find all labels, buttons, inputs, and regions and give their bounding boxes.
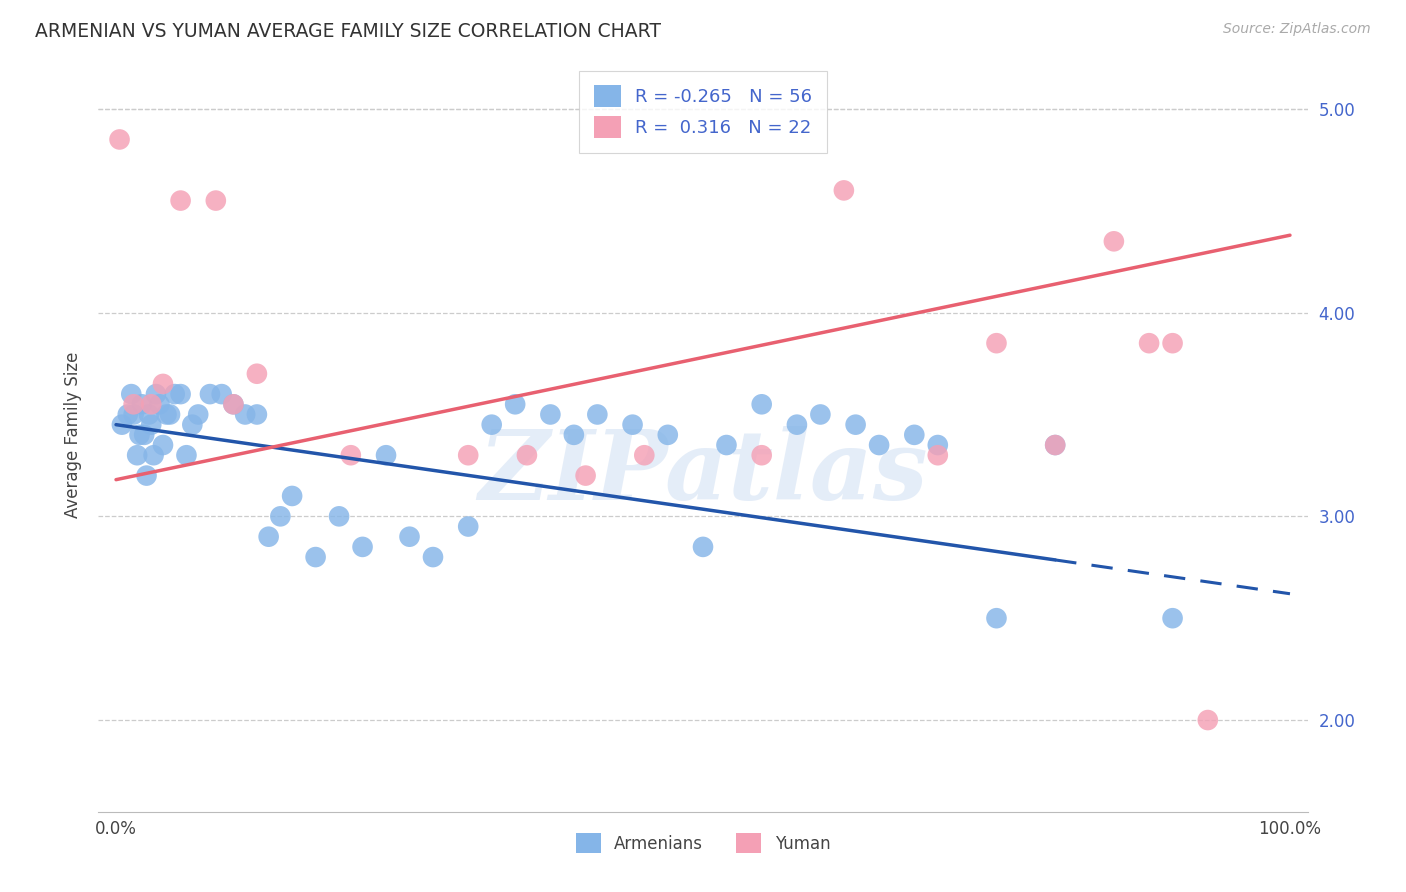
Point [328, 509, 350, 524]
Point [145, 387, 167, 401]
Point [538, 408, 561, 422]
Point [457, 519, 479, 533]
Point [134, 428, 156, 442]
Point [211, 387, 233, 401]
Y-axis label: Average Family Size: Average Family Size [63, 351, 82, 518]
Point [111, 417, 134, 432]
Point [269, 509, 291, 524]
Point [108, 132, 131, 146]
Point [503, 397, 526, 411]
Point [868, 438, 890, 452]
Point [1043, 438, 1066, 452]
Point [155, 408, 177, 422]
Point [457, 448, 479, 462]
Point [257, 530, 280, 544]
Point [152, 438, 174, 452]
Point [163, 387, 186, 401]
Point [187, 408, 209, 422]
Point [152, 376, 174, 391]
Point [575, 468, 598, 483]
Point [422, 550, 444, 565]
Point [117, 408, 139, 422]
Point [1161, 611, 1184, 625]
Point [832, 183, 855, 197]
Point [138, 408, 160, 422]
Point [398, 530, 420, 544]
Point [204, 194, 226, 208]
Point [1161, 336, 1184, 351]
Point [516, 448, 538, 462]
Point [692, 540, 714, 554]
Point [808, 408, 831, 422]
Point [716, 438, 738, 452]
Point [1137, 336, 1160, 351]
Point [122, 408, 145, 422]
Point [246, 408, 269, 422]
Legend: Armenians, Yuman: Armenians, Yuman [569, 826, 837, 860]
Point [222, 397, 245, 411]
Point [246, 367, 269, 381]
Point [562, 428, 585, 442]
Point [304, 550, 326, 565]
Point [375, 448, 398, 462]
Point [198, 387, 221, 401]
Point [233, 408, 256, 422]
Point [122, 397, 145, 411]
Point [586, 408, 609, 422]
Point [751, 397, 773, 411]
Point [633, 448, 655, 462]
Point [1197, 713, 1219, 727]
Point [141, 397, 163, 411]
Point [128, 428, 150, 442]
Point [481, 417, 503, 432]
Point [181, 417, 204, 432]
Point [903, 428, 925, 442]
Point [927, 448, 949, 462]
Point [135, 468, 157, 483]
Point [176, 448, 198, 462]
Point [986, 336, 1008, 351]
Point [169, 387, 191, 401]
Point [352, 540, 374, 554]
Point [1043, 438, 1066, 452]
Point [131, 397, 153, 411]
Point [222, 397, 245, 411]
Point [621, 417, 644, 432]
Point [1102, 235, 1125, 249]
Point [986, 611, 1008, 625]
Point [281, 489, 304, 503]
Point [159, 408, 181, 422]
Text: Source: ZipAtlas.com: Source: ZipAtlas.com [1223, 22, 1371, 37]
Point [169, 194, 191, 208]
Point [142, 448, 165, 462]
Point [141, 417, 163, 432]
Point [340, 448, 363, 462]
Point [148, 397, 170, 411]
Point [127, 448, 149, 462]
Point [927, 438, 949, 452]
Point [845, 417, 868, 432]
Point [657, 428, 679, 442]
Text: ZIPatlas: ZIPatlas [478, 425, 928, 519]
Point [751, 448, 773, 462]
Point [120, 387, 142, 401]
Point [786, 417, 808, 432]
Text: ARMENIAN VS YUMAN AVERAGE FAMILY SIZE CORRELATION CHART: ARMENIAN VS YUMAN AVERAGE FAMILY SIZE CO… [35, 22, 661, 41]
